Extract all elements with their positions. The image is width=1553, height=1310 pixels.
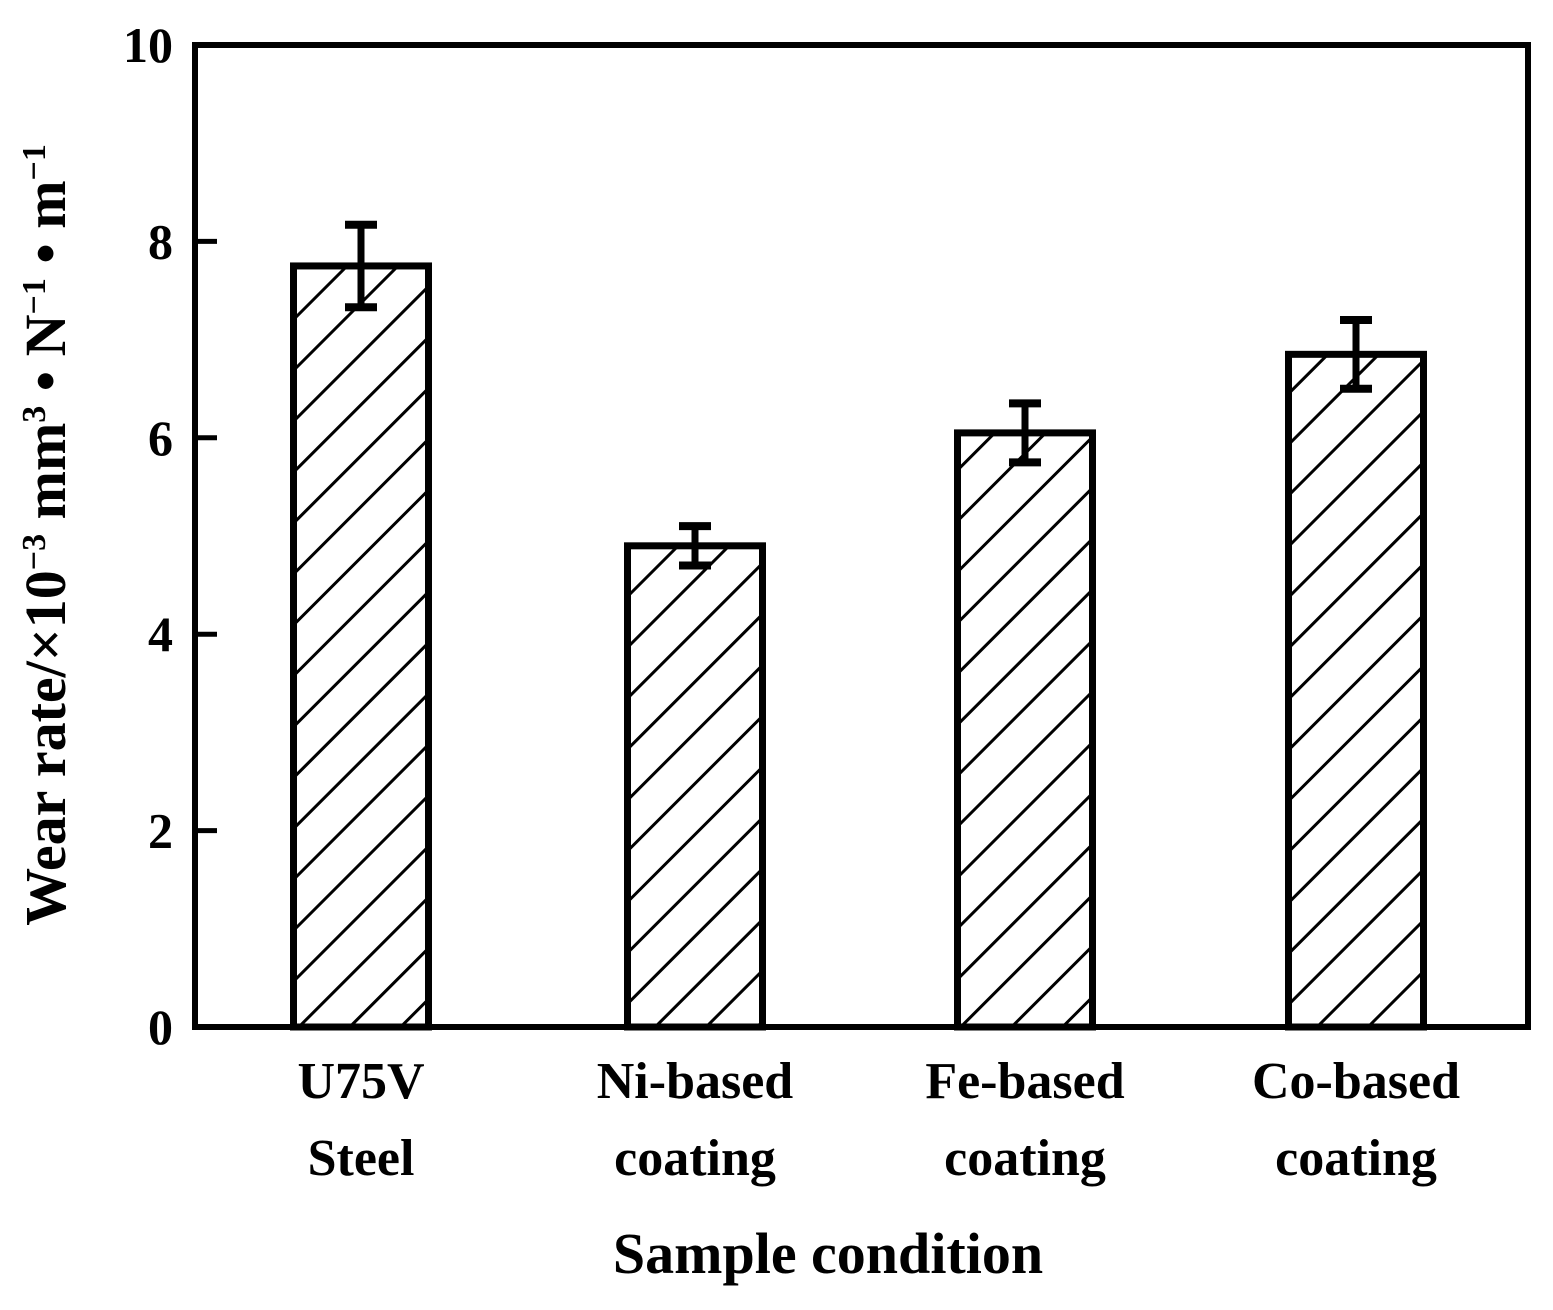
bar-2 <box>954 429 1096 1031</box>
y-tick-label-2: 4 <box>148 606 173 662</box>
y-tick-label-0: 0 <box>148 999 173 1055</box>
x-axis-title: Sample condition <box>613 1221 1043 1286</box>
category-label-3-line2: coating <box>1275 1130 1437 1187</box>
category-label-1-line2: coating <box>614 1130 776 1187</box>
y-tick-label-3: 6 <box>148 410 173 466</box>
y-tick-label-5: 10 <box>123 17 173 73</box>
category-label-3-line1: Co-based <box>1252 1053 1460 1110</box>
category-label-0-line2: Steel <box>308 1130 415 1187</box>
category-label-1-line1: Ni-based <box>597 1053 794 1110</box>
category-label-0-line1: U75V <box>297 1053 424 1110</box>
y-tick-label-1: 2 <box>148 803 173 859</box>
y-tick-label-4: 8 <box>148 213 173 269</box>
y-axis-title: Wear rate/×10−3 mm3 • N−1 • m−1 <box>13 144 78 926</box>
bar-1 <box>624 542 766 1031</box>
category-label-2-line2: coating <box>944 1130 1106 1187</box>
bar-3 <box>1285 350 1427 1031</box>
bar-0 <box>290 262 432 1031</box>
plot-frame <box>192 42 1531 1030</box>
category-label-2-line1: Fe-based <box>925 1053 1124 1110</box>
